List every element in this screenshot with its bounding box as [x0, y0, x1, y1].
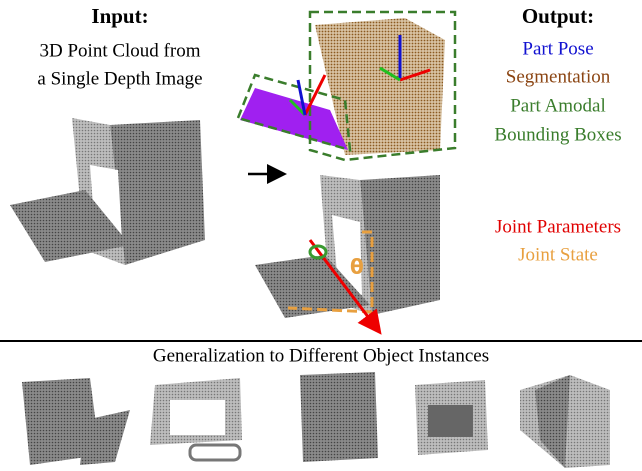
- footer-title: Generalization to Different Object Insta…: [153, 345, 489, 366]
- input-title: Input:: [91, 4, 148, 28]
- output-item: Bounding Boxes: [494, 124, 621, 145]
- segmented-cloud: [236, 10, 457, 162]
- input-line: 3D Point Cloud from: [40, 40, 201, 61]
- instance-thumbnails: [22, 372, 610, 468]
- output-item: Part Amodal: [510, 95, 606, 116]
- joint-cloud: θ: [255, 175, 440, 335]
- input-line: a Single Depth Image: [37, 68, 202, 89]
- output-title: Output:: [522, 4, 594, 28]
- angle-label: θ: [350, 255, 364, 279]
- input-point-cloud: [10, 118, 205, 265]
- output-item: Segmentation: [506, 66, 611, 87]
- output-item: Part Pose: [522, 38, 593, 59]
- joint-item: Joint State: [518, 244, 598, 265]
- joint-item: Joint Parameters: [495, 216, 621, 237]
